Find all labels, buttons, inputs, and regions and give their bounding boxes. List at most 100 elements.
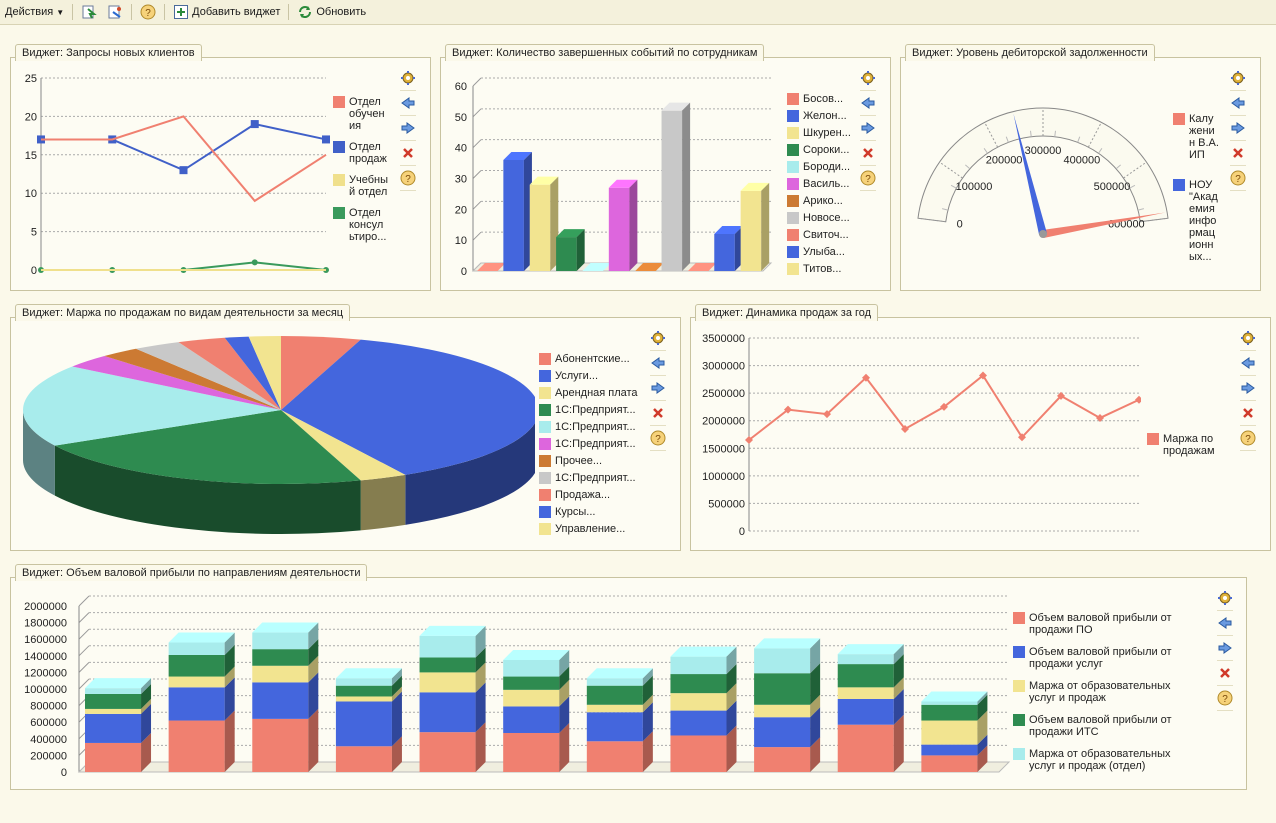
close-widget-button[interactable] <box>650 407 666 426</box>
close-widget-button[interactable] <box>1217 667 1233 686</box>
help-icon: ? <box>1230 170 1246 190</box>
refresh-button[interactable]: Обновить <box>292 2 371 22</box>
bar-segment <box>586 704 643 713</box>
legend-label-line: н В.А. <box>1189 137 1219 149</box>
move-right-button[interactable] <box>1217 642 1233 661</box>
legend-label-line: рмац <box>1189 227 1216 239</box>
widget-settings-button[interactable] <box>400 71 416 91</box>
gauge-minor-tick <box>1077 136 1081 143</box>
arrow-left-icon <box>650 355 666 375</box>
widget-title-tab[interactable]: Виджет: Динамика продаж за год <box>695 304 879 321</box>
help-icon: ? <box>650 430 666 450</box>
export-settings-button[interactable] <box>102 2 128 22</box>
y-tick-label: 50 <box>455 112 467 124</box>
move-left-button[interactable] <box>1240 357 1256 376</box>
close-widget-button[interactable] <box>860 147 876 166</box>
close-widget-button[interactable] <box>1240 407 1256 426</box>
add-widget-button[interactable]: Добавить виджет <box>168 2 285 22</box>
import-settings-button[interactable] <box>76 2 102 22</box>
widget-settings-button[interactable] <box>650 330 666 351</box>
legend-label-line: НОУ <box>1189 179 1213 191</box>
legend-label-line: Маржа по <box>1163 433 1214 445</box>
actions-menu-button[interactable]: Действия ▼ <box>0 2 69 22</box>
widget-settings-button[interactable] <box>1240 331 1256 351</box>
move-right-button[interactable] <box>650 382 666 401</box>
pie-slice <box>248 336 281 410</box>
bar-segment-side <box>642 694 653 713</box>
widget-settings-button[interactable] <box>860 71 876 91</box>
legend-label-line: ых... <box>1189 251 1212 263</box>
legend-label-line: ия <box>349 120 362 132</box>
y-tick-label: 1400000 <box>24 651 67 663</box>
legend-item: Объем валовой прибыли от продажи ИТС <box>1013 714 1183 738</box>
bar-segment-side <box>559 679 570 707</box>
legend-swatch <box>1013 646 1025 658</box>
legend-label: Объем валовой прибыли от продажи ПО <box>1029 612 1172 636</box>
widget-help-button[interactable]: ? <box>650 430 666 451</box>
close-widget-button[interactable] <box>1230 147 1246 166</box>
bar-segment-side <box>475 647 486 673</box>
legend-label-line: Калу <box>1189 113 1214 125</box>
bar-top <box>419 625 486 636</box>
bar-segment-side <box>559 649 570 677</box>
legend-label-line: ионн <box>1189 239 1214 251</box>
widget-title-tab[interactable]: Виджет: Количество завершенных событий п… <box>445 44 765 61</box>
widget-title-tab[interactable]: Виджет: Уровень дебиторской задолженност… <box>905 44 1155 61</box>
pie-slice <box>23 366 282 446</box>
legend-item: 1С:Предприят... <box>539 421 639 433</box>
widget-help-button[interactable]: ? <box>1230 170 1246 191</box>
data-point <box>823 410 831 419</box>
legend-label: 1С:Предприят... <box>555 438 636 450</box>
move-right-button[interactable] <box>400 122 416 141</box>
widget-settings-button[interactable] <box>1217 591 1233 611</box>
gauge-tick-label: 200000 <box>986 155 1023 167</box>
y-tick-label: 1600000 <box>24 634 67 646</box>
grid-diagonal <box>78 595 90 607</box>
close-widget-button[interactable] <box>400 147 416 166</box>
widget-help-button[interactable]: ? <box>1217 690 1233 711</box>
widget-title-tab[interactable]: Виджет: Запросы новых клиентов <box>15 44 202 61</box>
legend-label-line: ИП <box>1189 149 1205 161</box>
pie-slice <box>281 336 361 410</box>
bar-top <box>837 644 904 655</box>
legend-label: 1С:Предприят... <box>555 472 636 484</box>
widget-title-tab[interactable]: Виджет: Маржа по продажам по видам деяте… <box>15 304 351 321</box>
pie-slice <box>104 348 282 410</box>
move-left-button[interactable] <box>860 97 876 116</box>
move-right-button[interactable] <box>1240 382 1256 401</box>
settings-gear-icon <box>650 330 666 350</box>
widget-title-tab[interactable]: Виджет: Объем валовой прибыли по направл… <box>15 564 368 581</box>
legend-swatch <box>1173 179 1185 191</box>
move-right-button[interactable] <box>860 122 876 141</box>
move-left-button[interactable] <box>1230 97 1246 116</box>
move-left-button[interactable] <box>650 357 666 376</box>
toolbar-separator <box>72 4 74 20</box>
svg-text:?: ? <box>1235 174 1241 185</box>
widget-side-buttons: ? <box>1239 331 1257 451</box>
widget-help-button[interactable]: ? <box>400 170 416 191</box>
move-left-button[interactable] <box>1217 617 1233 636</box>
widget-settings-button[interactable] <box>1230 71 1246 91</box>
move-left-button[interactable] <box>400 97 416 116</box>
y-tick-label: 600000 <box>30 717 67 729</box>
help-button[interactable]: ? <box>135 2 161 22</box>
bar-segment-side <box>475 722 486 772</box>
bar-segment <box>168 720 225 772</box>
bar-segment <box>670 693 727 711</box>
legend-swatch <box>1147 433 1159 445</box>
legend-margin: Абонентские... Услуги... Арендная плата 1С:… <box>539 353 639 540</box>
y-tick-label: 5 <box>31 227 37 239</box>
data-point <box>322 135 330 144</box>
data-point <box>250 120 259 129</box>
widget-help-button[interactable]: ? <box>860 170 876 191</box>
move-right-button[interactable] <box>1230 122 1246 141</box>
data-point <box>179 166 188 175</box>
bar-top <box>582 263 612 271</box>
grid-diagonal <box>472 231 482 241</box>
arrow-left-icon <box>400 95 416 115</box>
legend-label-line: услуг и продаж <box>1029 692 1106 704</box>
bar-segment <box>85 713 142 743</box>
bar <box>529 184 551 271</box>
widget-help-button[interactable]: ? <box>1240 430 1256 451</box>
bar-segment <box>586 685 643 705</box>
